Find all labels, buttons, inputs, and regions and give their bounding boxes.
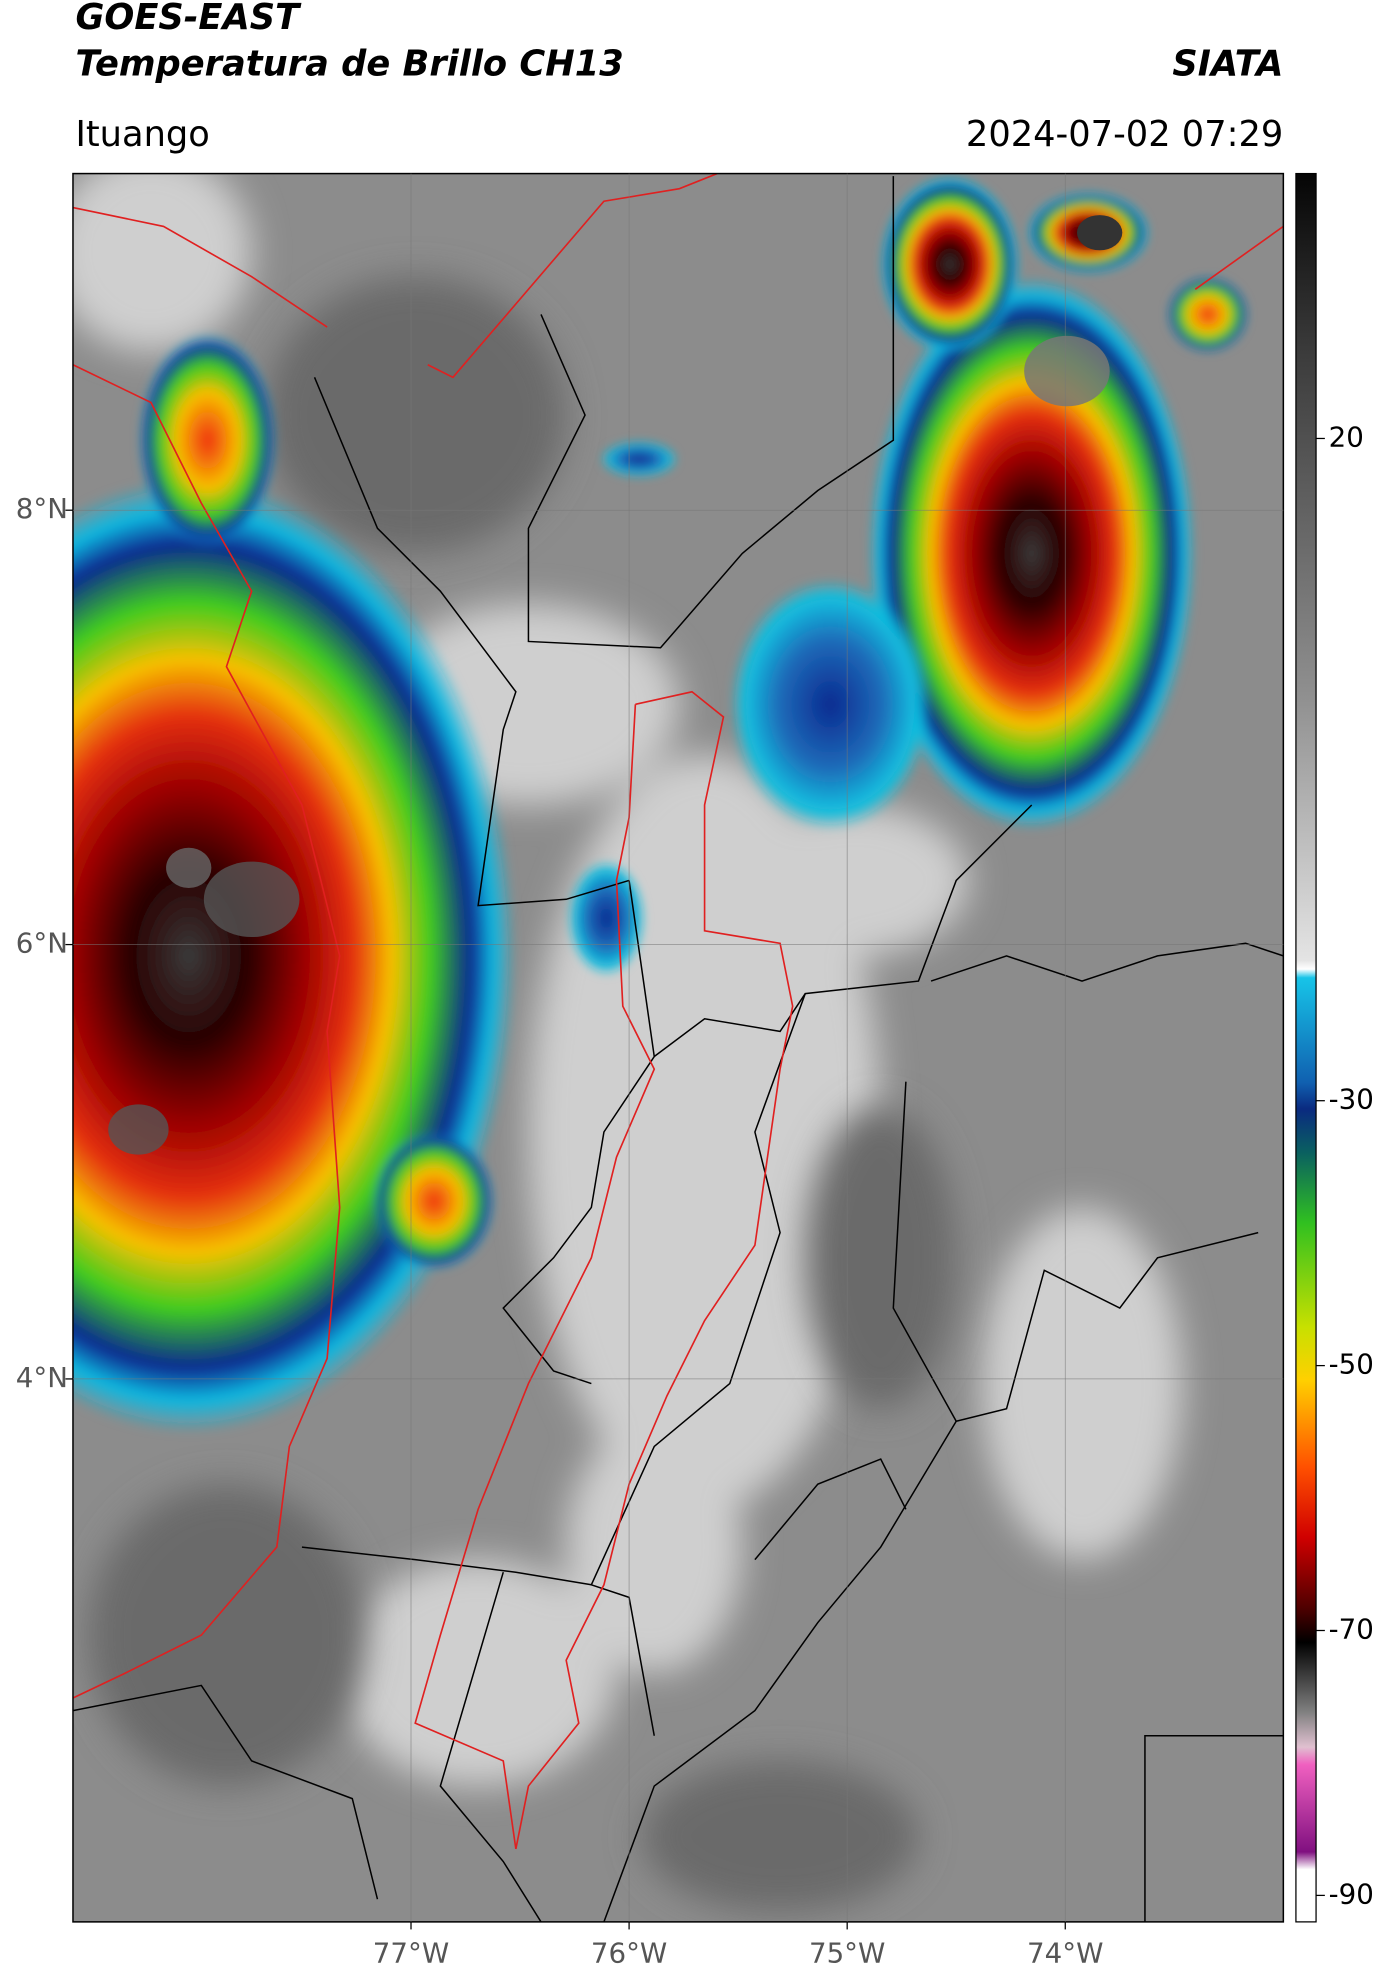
colorbar-tick-label: -30 <box>1329 1083 1374 1116</box>
title: GOES-EAST <box>75 0 302 38</box>
satellite-image <box>72 173 1284 1922</box>
y-tick-label: 6°N <box>16 927 68 960</box>
x-tick-label: 77°W <box>373 1937 449 1970</box>
colorbar <box>1295 172 1317 1923</box>
red-boundaries <box>72 173 1284 1850</box>
colorbar-tick-label: -70 <box>1329 1613 1374 1646</box>
agency: SIATA <box>1172 43 1283 84</box>
colorbar-tick-label: -90 <box>1329 1877 1374 1910</box>
x-tick-label: 75°W <box>809 1937 885 1970</box>
y-tick-label: 4°N <box>16 1361 68 1394</box>
y-tick-label: 8°N <box>16 492 68 525</box>
region: Ituango <box>75 114 209 155</box>
x-tick-label: 74°W <box>1027 1937 1103 1970</box>
map-frame <box>72 172 1285 1923</box>
timestamp: 2024-07-02 07:29 <box>966 114 1283 155</box>
borders <box>72 176 1284 1922</box>
colorbar-tick-label: -50 <box>1329 1348 1374 1381</box>
colorbar-tick-label: 20 <box>1329 420 1364 453</box>
x-tick-label: 76°W <box>591 1937 667 1970</box>
subtitle: Temperatura de Brillo CH13 <box>75 43 623 84</box>
